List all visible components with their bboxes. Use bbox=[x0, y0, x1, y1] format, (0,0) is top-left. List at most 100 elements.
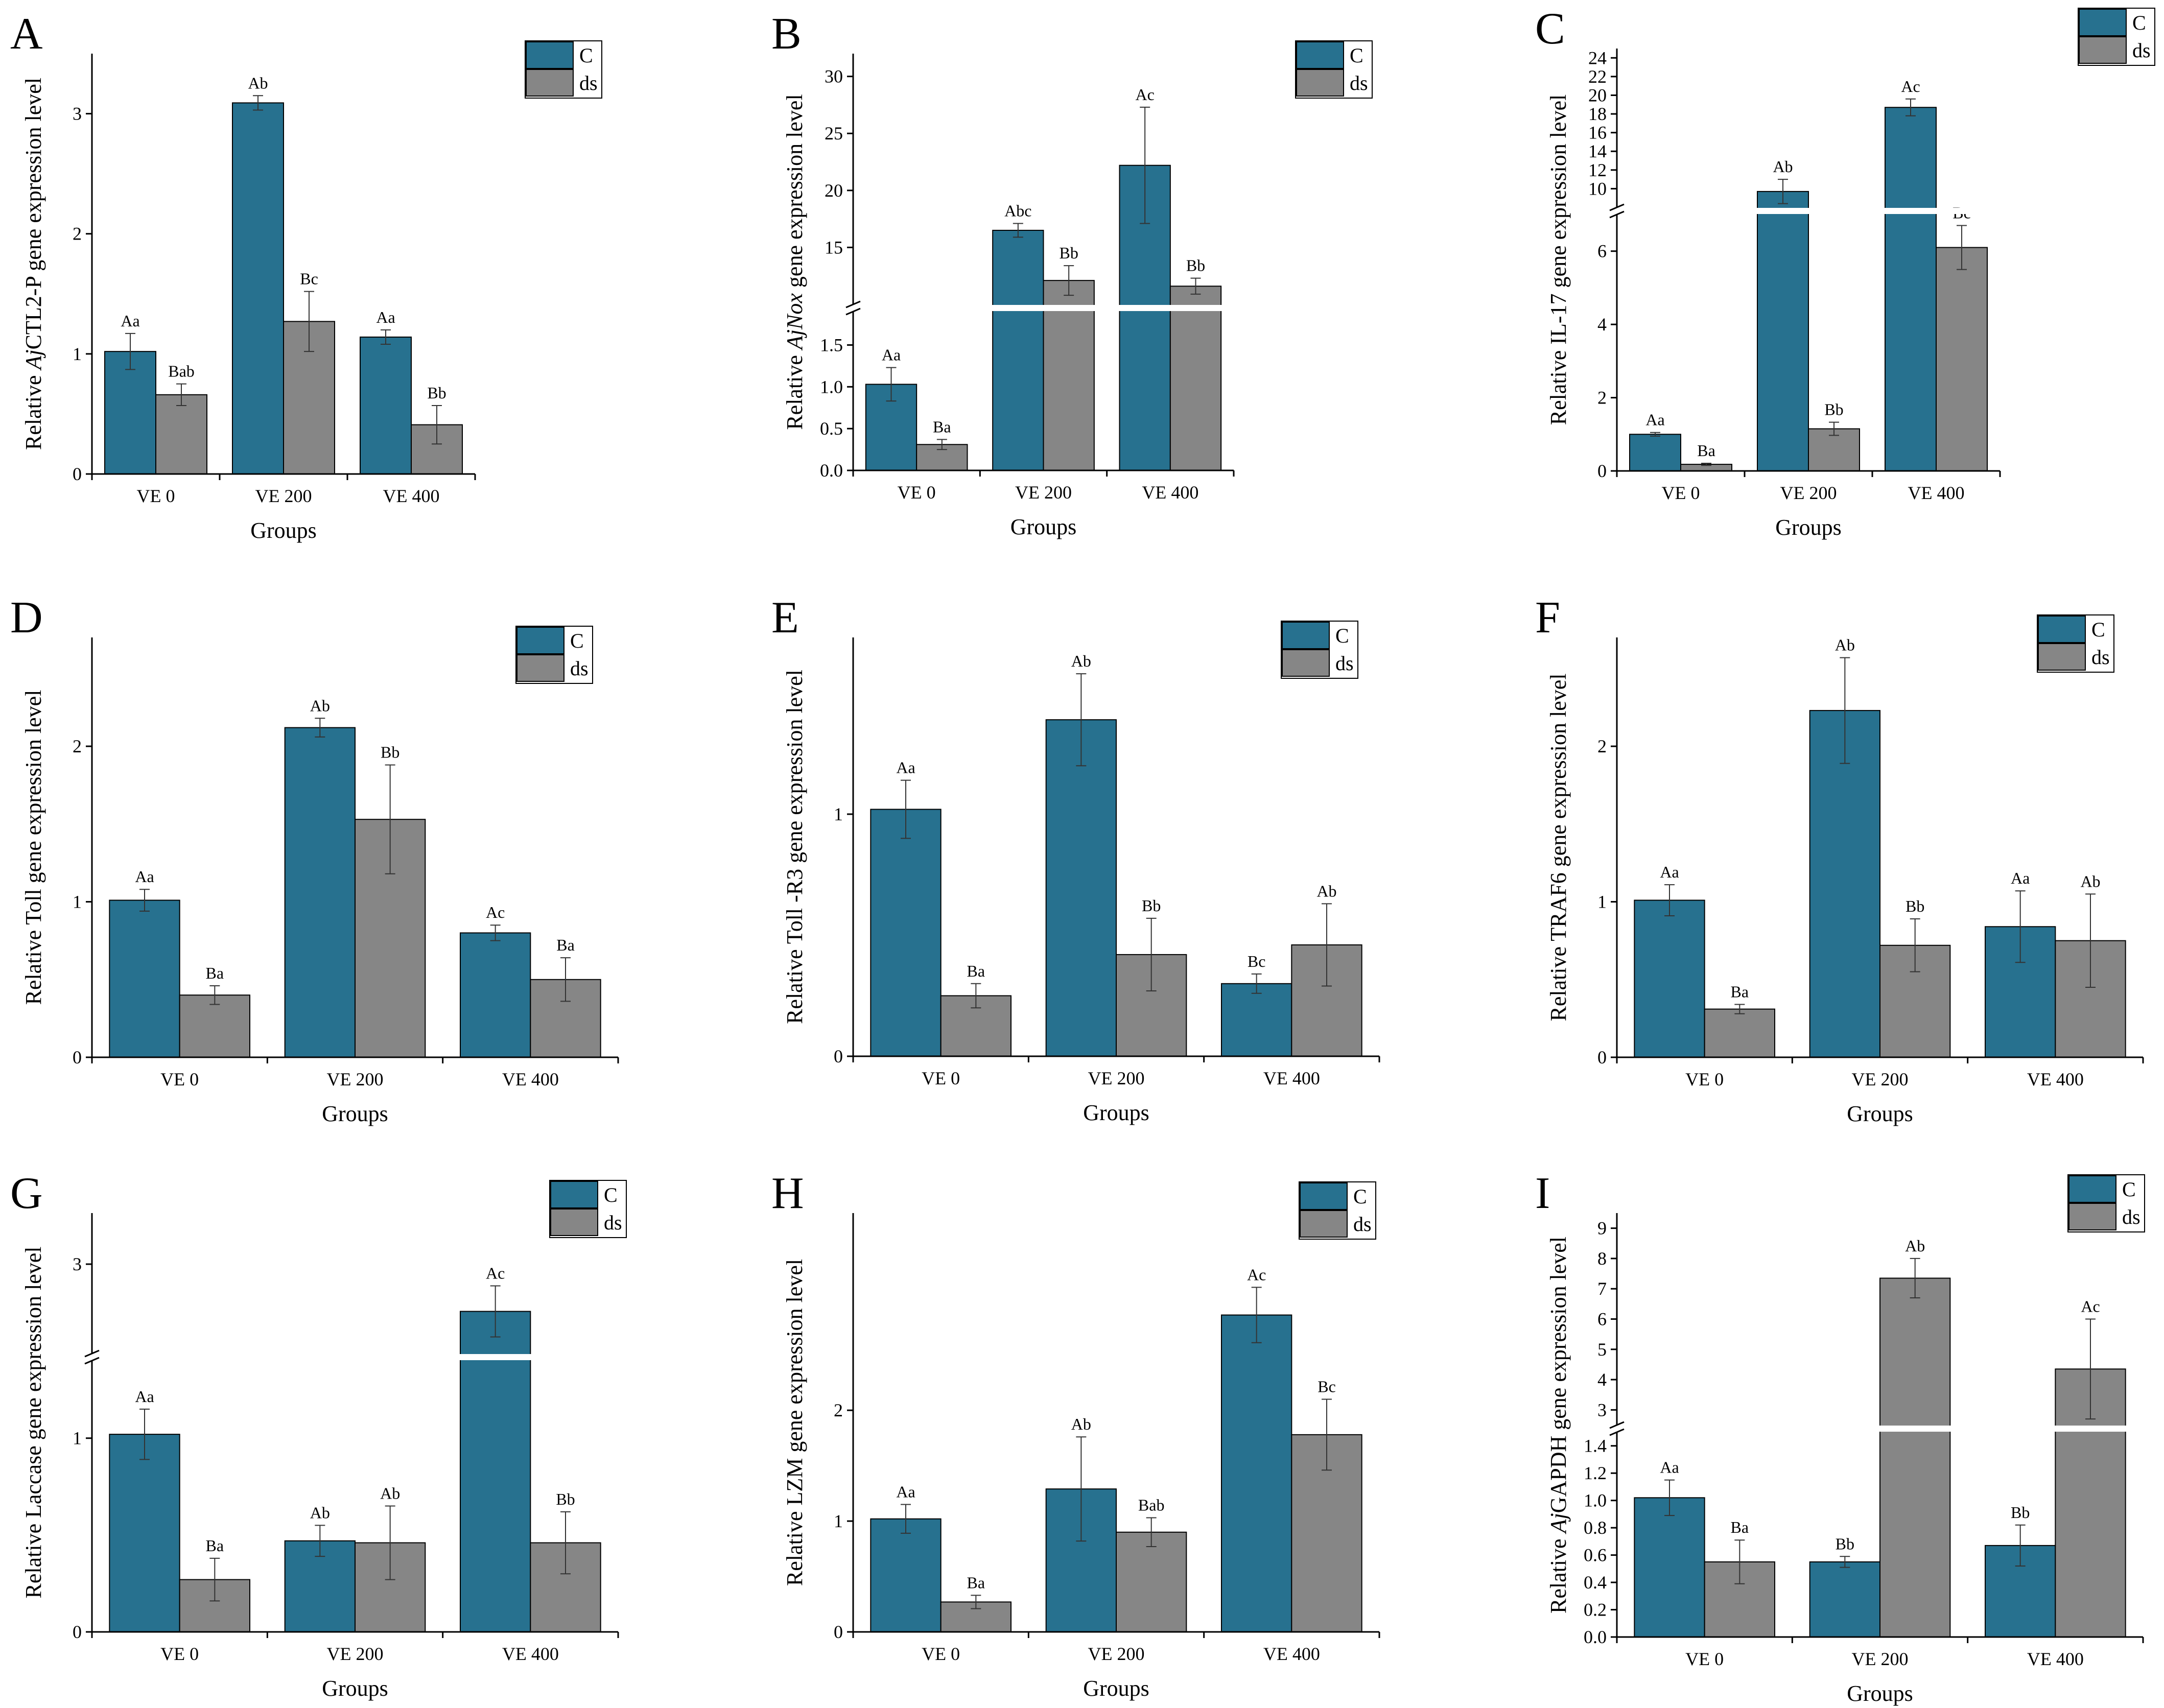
panel-label: H bbox=[771, 1169, 804, 1218]
significance-label: Aa bbox=[882, 346, 901, 364]
significance-label: Bb bbox=[1836, 1534, 1854, 1553]
bar-C-0 bbox=[870, 1518, 942, 1633]
legend-swatch-C bbox=[2079, 9, 2127, 36]
axis-break-mark bbox=[84, 1357, 100, 1365]
y-axis-title-prefix: Relative Laccase gene expression level bbox=[21, 1246, 46, 1598]
legend-swatch-C bbox=[2038, 615, 2086, 643]
y-tick-label: 2 bbox=[1597, 388, 1607, 408]
y-tick-label: 0 bbox=[73, 1622, 82, 1642]
x-axis-title: Groups bbox=[1083, 1100, 1149, 1125]
x-axis-title: Groups bbox=[1847, 1681, 1913, 1706]
y-tick-label: 16 bbox=[1588, 123, 1607, 143]
y-tick-label: 0.8 bbox=[1584, 1517, 1607, 1538]
legend-swatch-ds bbox=[2068, 1203, 2116, 1230]
bar-C-1 bbox=[1809, 1561, 1881, 1638]
legend-swatch-C bbox=[1300, 1182, 1348, 1210]
legend-label: ds bbox=[604, 1211, 622, 1234]
legend-label: C bbox=[2122, 1178, 2136, 1201]
y-tick-label: 0.4 bbox=[1584, 1572, 1607, 1593]
panel-label: I bbox=[1535, 1169, 1550, 1218]
x-axis-title: Groups bbox=[322, 1676, 388, 1701]
y-tick-label: 10 bbox=[1588, 178, 1607, 199]
axis-break-mark bbox=[1609, 1421, 1625, 1429]
legend-swatch-ds bbox=[2038, 643, 2086, 671]
bar-C-0 bbox=[1634, 1497, 1705, 1638]
panel-label: C bbox=[1535, 4, 1565, 54]
bar-C-2 bbox=[1221, 983, 1292, 1057]
significance-label: Ba bbox=[967, 962, 985, 980]
bar-C-1 bbox=[1045, 719, 1117, 1057]
x-category-label: VE 400 bbox=[383, 486, 440, 506]
significance-label: Ba bbox=[1731, 1518, 1749, 1536]
legend-swatch-C bbox=[550, 1181, 598, 1208]
legend-swatch-ds bbox=[1296, 69, 1344, 97]
legend-label: C bbox=[2091, 618, 2105, 641]
y-tick-label: 3 bbox=[1597, 1399, 1607, 1420]
y-tick-label: 20 bbox=[1588, 85, 1607, 105]
significance-label: Bb bbox=[1186, 256, 1205, 275]
panel-label: F bbox=[1535, 593, 1560, 643]
y-tick-label: 25 bbox=[825, 123, 843, 144]
significance-label: Ac bbox=[486, 903, 505, 921]
y-tick-label: 0 bbox=[834, 1622, 843, 1642]
significance-label: Abc bbox=[1004, 202, 1031, 220]
x-axis-title: Groups bbox=[1775, 515, 1842, 540]
bar-C-1 bbox=[992, 229, 1044, 471]
significance-label: Ab bbox=[1905, 1237, 1925, 1255]
x-category-label: VE 0 bbox=[922, 1068, 960, 1088]
x-category-label: VE 200 bbox=[327, 1069, 384, 1089]
y-tick-label: 2 bbox=[834, 1400, 843, 1420]
bar-ds-0 bbox=[1704, 1008, 1776, 1058]
x-category-label: VE 400 bbox=[2027, 1649, 2084, 1669]
y-tick-label: 1.4 bbox=[1584, 1436, 1607, 1456]
y-tick-label: 1 bbox=[1597, 892, 1607, 912]
y-axis-title: Relative Toll gene expression level bbox=[21, 690, 46, 1005]
significance-label: Ac bbox=[1901, 77, 1920, 96]
y-axis-title-italic: Aj bbox=[1546, 1513, 1571, 1534]
significance-label: Ab bbox=[2080, 872, 2100, 890]
y-tick-label: 1.0 bbox=[1584, 1490, 1607, 1511]
bar-C-0 bbox=[109, 899, 180, 1058]
x-category-label: VE 400 bbox=[502, 1644, 559, 1664]
significance-label: Ab bbox=[248, 74, 268, 92]
significance-label: Ab bbox=[310, 696, 330, 715]
y-tick-label: 14 bbox=[1588, 141, 1607, 161]
y-axis-title-prefix: Relative bbox=[21, 369, 46, 450]
legend: Cds bbox=[1299, 1181, 1376, 1240]
y-tick-label: 0.2 bbox=[1584, 1600, 1607, 1620]
y-tick-label: 2 bbox=[73, 736, 82, 756]
significance-label: Aa bbox=[376, 308, 395, 326]
significance-label: Ba bbox=[967, 1573, 985, 1592]
panel-E: E Aa Ab Bc Ba Bb Ab 0 1 VE 0 VE 200 VE 400 Groups Rel… bbox=[771, 593, 1380, 1125]
bar-ds-2 bbox=[1169, 286, 1222, 471]
legend-label: ds bbox=[2132, 39, 2151, 62]
y-axis-title-suffix: CTL2-P gene expression level bbox=[21, 78, 46, 349]
significance-label: Bc bbox=[1248, 952, 1266, 970]
x-category-label: VE 400 bbox=[1263, 1644, 1320, 1664]
x-category-label: VE 400 bbox=[502, 1069, 559, 1089]
significance-label: Ab bbox=[1773, 157, 1793, 176]
y-tick-label: 1.5 bbox=[820, 335, 843, 355]
bar-ds-1 bbox=[1116, 1531, 1187, 1633]
x-axis-title: Groups bbox=[250, 518, 317, 543]
y-tick-label: 0.5 bbox=[820, 418, 843, 439]
x-category-label: VE 200 bbox=[327, 1644, 384, 1664]
x-category-label: VE 400 bbox=[1908, 483, 1965, 503]
y-axis-title-suffix: gene expression level bbox=[782, 94, 807, 293]
y-tick-label: 6 bbox=[1597, 1309, 1607, 1330]
legend-swatch-C bbox=[2068, 1175, 2116, 1203]
panel-G: G Aa Ab Ac Ba Ab Bb 0 1 3 VE 0 VE 200 VE 400 Groups Re… bbox=[10, 1169, 627, 1701]
significance-label: Bb bbox=[381, 743, 399, 762]
x-category-label: VE 0 bbox=[1685, 1069, 1724, 1089]
significance-label: Aa bbox=[135, 867, 154, 886]
y-axis-title: Relative Toll -R3 gene expression level bbox=[782, 670, 807, 1024]
x-category-label: VE 0 bbox=[922, 1644, 960, 1664]
y-tick-label: 0 bbox=[1597, 461, 1607, 481]
significance-label: Bb bbox=[1906, 897, 1924, 915]
panel-label: A bbox=[10, 9, 43, 59]
x-category-label: VE 400 bbox=[1142, 482, 1198, 503]
legend-swatch-C bbox=[526, 41, 574, 69]
significance-label: Aa bbox=[135, 1387, 154, 1406]
legend-label: ds bbox=[1335, 652, 1354, 675]
y-tick-label: 22 bbox=[1588, 66, 1607, 87]
